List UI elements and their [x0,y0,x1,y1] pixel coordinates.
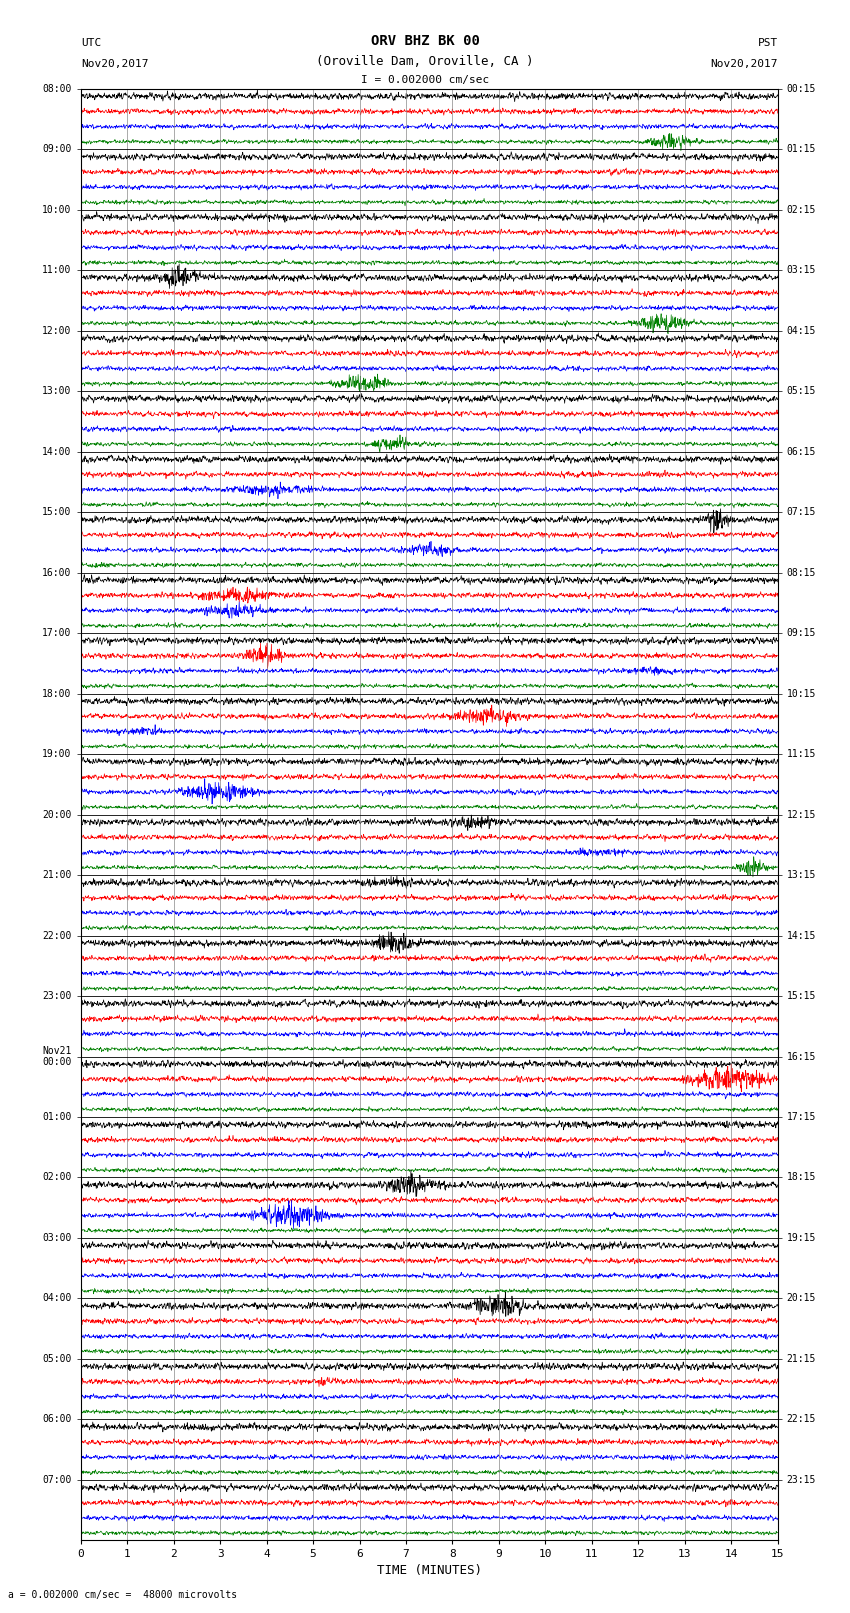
Text: I = 0.002000 cm/sec: I = 0.002000 cm/sec [361,76,489,85]
Text: UTC: UTC [81,39,101,48]
X-axis label: TIME (MINUTES): TIME (MINUTES) [377,1563,482,1576]
Text: (Oroville Dam, Oroville, CA ): (Oroville Dam, Oroville, CA ) [316,55,534,68]
Text: a = 0.002000 cm/sec =  48000 microvolts: a = 0.002000 cm/sec = 48000 microvolts [8,1590,238,1600]
Text: Nov20,2017: Nov20,2017 [81,60,148,69]
Text: Nov20,2017: Nov20,2017 [711,60,778,69]
Text: PST: PST [757,39,778,48]
Text: ORV BHZ BK 00: ORV BHZ BK 00 [371,34,479,48]
